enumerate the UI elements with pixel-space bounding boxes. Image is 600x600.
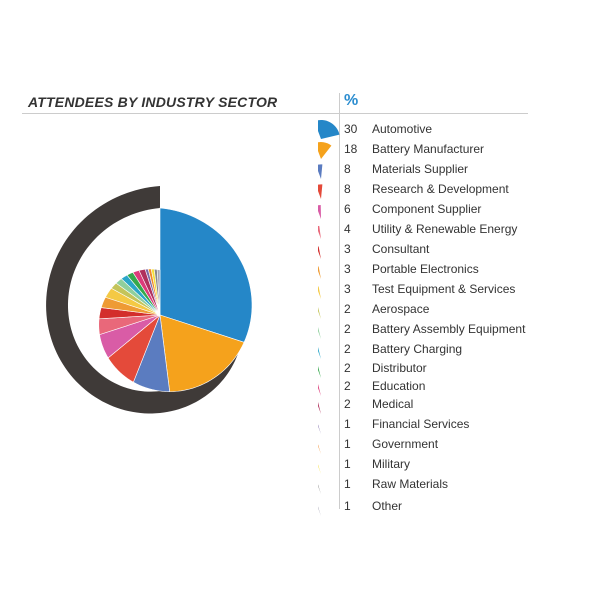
legend-label: Component Supplier [372, 202, 481, 216]
legend-label: Raw Materials [372, 477, 448, 491]
legend-value: 1 [344, 437, 351, 451]
legend-label: Financial Services [372, 417, 469, 431]
legend-value: 2 [344, 397, 351, 411]
legend-value: 3 [344, 242, 351, 256]
legend-value: 3 [344, 262, 351, 276]
legend-value: 30 [344, 122, 357, 136]
legend-label: Education [372, 379, 425, 393]
legend-value: 18 [344, 142, 357, 156]
legend-label: Battery Charging [372, 342, 462, 356]
legend-label: Distributor [372, 361, 427, 375]
legend-value: 2 [344, 342, 351, 356]
legend-label: Materials Supplier [372, 162, 468, 176]
legend-label: Automotive [372, 122, 432, 136]
legend-value: 1 [344, 477, 351, 491]
legend-label: Consultant [372, 242, 429, 256]
legend-value: 3 [344, 282, 351, 296]
legend-value: 8 [344, 162, 351, 176]
legend-label: Government [372, 437, 438, 451]
legend-label: Portable Electronics [372, 262, 479, 276]
legend-value: 4 [344, 222, 351, 236]
legend-swatch-icon [318, 491, 340, 519]
legend-label: Other [372, 499, 402, 513]
legend-label: Military [372, 457, 410, 471]
legend-value: 1 [344, 457, 351, 471]
legend-value: 2 [344, 302, 351, 316]
legend-label: Battery Assembly Equipment [372, 322, 525, 336]
legend-value: 1 [344, 417, 351, 431]
legend-value: 2 [344, 379, 351, 393]
legend-value: 2 [344, 361, 351, 375]
legend-label: Battery Manufacturer [372, 142, 484, 156]
legend-value: 8 [344, 182, 351, 196]
legend-label: Utility & Renewable Energy [372, 222, 517, 236]
legend-value: 2 [344, 322, 351, 336]
legend-label: Research & Development [372, 182, 509, 196]
legend-value: 1 [344, 499, 351, 513]
legend-value: 6 [344, 202, 351, 216]
legend-label: Medical [372, 397, 413, 411]
legend-label: Test Equipment & Services [372, 282, 515, 296]
legend-label: Aerospace [372, 302, 429, 316]
